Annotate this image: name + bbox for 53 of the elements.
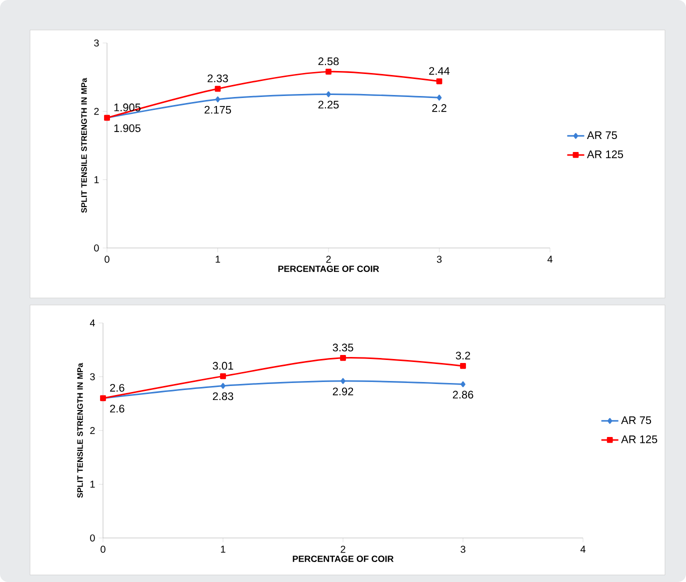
x-tick-label: 4 <box>580 546 586 553</box>
data-label: 2.86 <box>452 390 474 399</box>
point <box>460 381 466 388</box>
data-label: 2.6 <box>110 384 124 392</box>
data-label: 1.905 <box>114 124 140 132</box>
point <box>460 363 466 369</box>
y-tick-label: 4 <box>90 320 95 326</box>
x-tick-label: 3 <box>460 546 466 553</box>
x-tick-label: 2 <box>326 256 331 263</box>
x-tick-label: 1 <box>221 546 226 553</box>
data-label: 1.905 <box>114 104 140 112</box>
point <box>220 382 226 389</box>
point <box>436 78 442 84</box>
x-tick-label: 1 <box>216 256 220 263</box>
data-label: 3.01 <box>212 362 234 370</box>
point <box>214 86 221 92</box>
y-tick-label: 3 <box>94 39 99 47</box>
data-label: 2.175 <box>204 106 231 114</box>
data-label: 3.2 <box>456 352 470 360</box>
x-tick-label: 4 <box>547 256 552 263</box>
legend-label: AR 75 <box>586 131 617 140</box>
data-label: 3.35 <box>332 344 354 352</box>
x-axis-title: PERCENTAGE OF COIR <box>292 556 394 562</box>
x-axis-title: PERCENTAGE OF COIR <box>278 266 380 272</box>
data-label: 2.83 <box>212 392 234 400</box>
point <box>340 354 346 361</box>
x-tick-label: 0 <box>104 256 110 263</box>
data-label: 2.33 <box>208 74 228 82</box>
legend-label: AR 125 <box>586 150 624 158</box>
x-tick-label: 0 <box>100 546 106 553</box>
y-tick-label: 3 <box>90 373 95 380</box>
data-label: 2.6 <box>110 404 124 413</box>
y-tick-label: 0 <box>90 534 95 542</box>
y-tick-label: 0 <box>94 244 99 252</box>
legend-label: AR 125 <box>621 435 658 444</box>
point <box>340 378 346 384</box>
x-tick-label: 3 <box>436 256 442 263</box>
point <box>326 91 331 98</box>
data-label: 2.2 <box>432 104 446 112</box>
y-tick-label: 1 <box>90 480 95 488</box>
point <box>215 96 220 102</box>
x-tick-label: 2 <box>340 546 346 553</box>
data-label: 2.44 <box>429 67 450 75</box>
y-tick-label: 2 <box>90 427 95 434</box>
data-label: 2.25 <box>318 100 339 109</box>
point <box>436 94 442 101</box>
y-tick-label: 2 <box>94 108 99 115</box>
y-tick-label: 1 <box>94 176 99 184</box>
point <box>326 68 332 75</box>
data-label: 2.92 <box>332 388 354 396</box>
legend-label: AR 75 <box>621 416 652 424</box>
point <box>220 373 226 380</box>
data-label: 2.58 <box>318 57 339 66</box>
